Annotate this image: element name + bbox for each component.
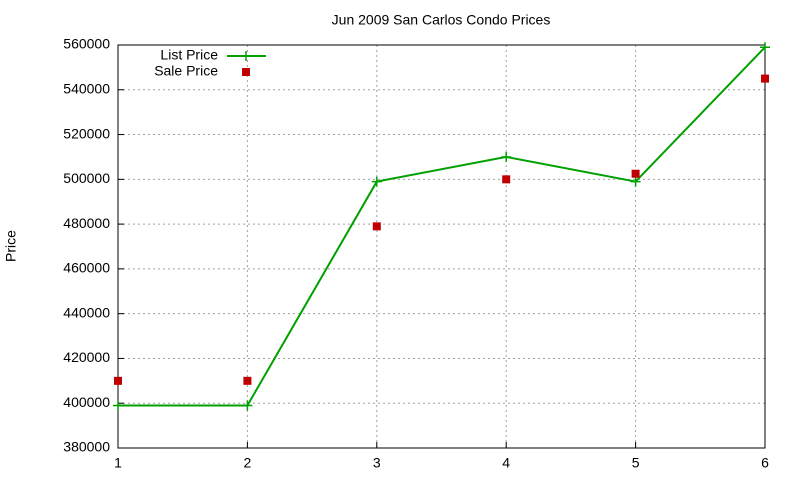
- legend-symbol: [242, 68, 250, 76]
- legend-symbol: [241, 51, 251, 61]
- point: [502, 175, 511, 184]
- point: [630, 176, 641, 187]
- point: [243, 376, 252, 385]
- y-tick-label: 560000: [63, 36, 110, 52]
- y-tick-label: 380000: [63, 439, 110, 455]
- y-tick-label: 400000: [63, 394, 110, 410]
- plot-frame: [117, 44, 766, 449]
- x-tick-label: 4: [502, 455, 510, 471]
- x-tick-label: 6: [761, 455, 769, 471]
- series-line: [118, 46, 766, 407]
- x-tick-label: 1: [114, 455, 122, 471]
- point: [631, 169, 640, 178]
- y-axis-label: Price: [3, 230, 19, 262]
- point: [242, 400, 253, 411]
- y-tick-label: 480000: [63, 215, 110, 231]
- point: [761, 74, 769, 83]
- point: [760, 42, 770, 53]
- y-tick-label: 540000: [63, 80, 110, 96]
- point: [372, 222, 381, 231]
- y-tick-label: 440000: [63, 304, 110, 320]
- chart-title: Jun 2009 San Carlos Condo Prices: [332, 12, 551, 28]
- x-tick-label: 3: [373, 455, 381, 471]
- y-tick-label: 500000: [63, 170, 110, 186]
- y-tick-label: 460000: [63, 260, 110, 276]
- x-tick-label: 2: [244, 455, 252, 471]
- y-tick-label: 420000: [63, 349, 110, 365]
- point: [113, 400, 123, 411]
- y-tick-label: 520000: [63, 125, 110, 141]
- point: [501, 151, 512, 162]
- legend-label: Sale Price: [154, 63, 218, 79]
- point: [371, 176, 382, 187]
- legend-label: List Price: [160, 47, 218, 63]
- point: [114, 376, 122, 385]
- x-tick-label: 5: [632, 455, 640, 471]
